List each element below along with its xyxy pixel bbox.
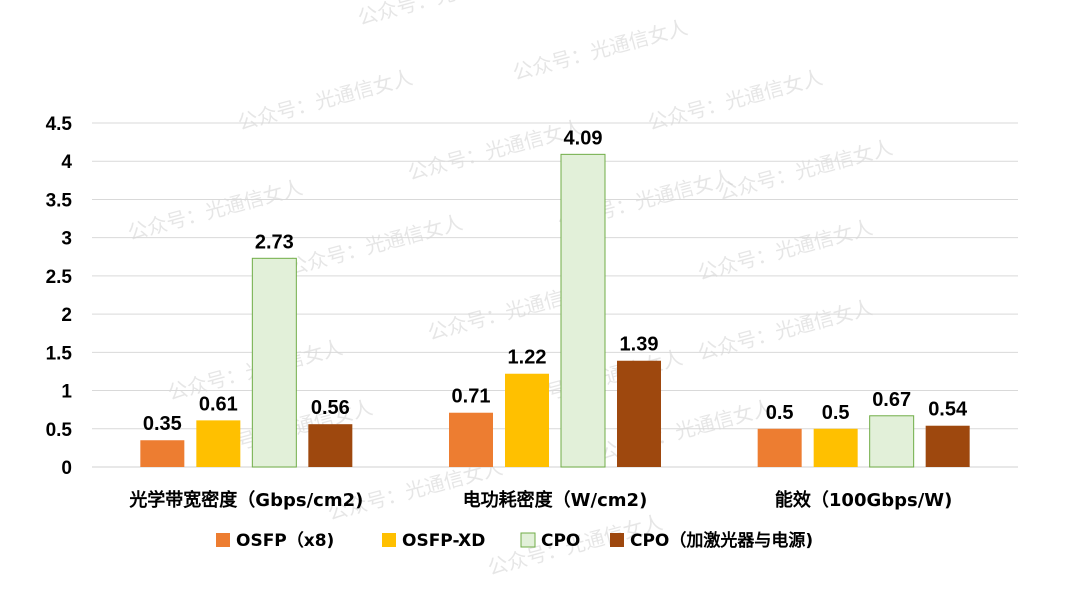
data-label: 0.61 <box>199 393 238 415</box>
y-tick-label: 4 <box>61 152 72 173</box>
y-tick-label: 2 <box>61 305 72 326</box>
legend-label: OSFP（x8) <box>236 530 334 551</box>
data-label: 0.5 <box>766 402 794 424</box>
gridlines <box>92 122 1018 468</box>
legend-label: CPO <box>541 531 580 551</box>
bar-cpo--1 <box>617 360 661 467</box>
watermark-text: 公众号：光通信女人 <box>695 295 875 365</box>
watermark-text: 公众号：光通信女人 <box>510 15 690 85</box>
watermark-text: 公众号：光通信女人 <box>405 115 585 185</box>
y-tick-label: 2.5 <box>46 267 73 288</box>
data-label: 0.67 <box>872 389 911 411</box>
watermark-text: 公众号：光通信女人 <box>235 65 415 135</box>
bars <box>140 153 970 468</box>
y-tick-label: 3.5 <box>46 190 73 211</box>
bar-osfp-xd-0 <box>196 420 241 467</box>
data-label: 1.22 <box>508 347 547 369</box>
bar-cpo--2 <box>925 425 970 467</box>
y-tick-label: 0.5 <box>46 420 73 441</box>
bar-cpo-0 <box>251 257 297 468</box>
bar-osfp-x8--1 <box>449 412 493 467</box>
data-label: 0.35 <box>143 413 182 435</box>
watermark-text: 公众号：光通信女人 <box>285 210 465 280</box>
x-axis: 光学带宽密度（Gbps/cm2) 电功耗密度（W/cm2) 能效（100Gbps/W… <box>128 489 952 511</box>
watermark-text: 公众号：光通信女人 <box>355 0 535 30</box>
legend-swatch <box>382 533 396 547</box>
watermark-text: 公众号：光通信女人 <box>645 65 825 135</box>
bar-cpo--0 <box>308 424 353 467</box>
legend-label: CPO（加激光器与电源) <box>630 530 813 551</box>
bar-cpo-2 <box>869 415 915 468</box>
x-category-label: 光学带宽密度（Gbps/cm2) <box>128 489 363 511</box>
data-label: 4.09 <box>564 127 603 149</box>
bar-osfp-x8--0 <box>140 440 185 467</box>
bar-osfp-xd-2 <box>813 428 858 467</box>
data-label: 0.56 <box>311 397 350 419</box>
data-labels: 0.35 0.61 2.73 0.56 0.71 1.22 4.09 1.39 0.5 0.5 0.… <box>143 127 968 435</box>
data-label: 0.5 <box>822 402 850 424</box>
legend-swatch <box>216 533 230 547</box>
y-tick-label: 3 <box>61 229 72 250</box>
data-label: 0.54 <box>928 399 968 421</box>
bar-cpo-1 <box>560 153 606 468</box>
data-label: 2.73 <box>255 231 294 253</box>
y-tick-label: 0 <box>61 458 72 479</box>
y-tick-label: 1.5 <box>46 343 73 364</box>
data-label: 1.39 <box>620 334 659 356</box>
watermark-text: 公众号：光通信女人 <box>715 135 895 205</box>
watermark-text: 公众号：光通信女人 <box>695 215 875 285</box>
y-tick-label: 1 <box>61 382 72 403</box>
legend-label: OSFP-XD <box>402 531 485 551</box>
bar-osfp-x8--2 <box>757 428 802 467</box>
legend: OSFP（x8) OSFP-XD CPO CPO（加激光器与电源) <box>216 530 813 551</box>
y-tick-label: 4.5 <box>46 114 73 135</box>
legend-swatch <box>610 533 624 547</box>
y-axis: 0 0.5 1 1.5 2 2.5 3 3.5 4 4.5 <box>46 114 73 479</box>
x-category-label: 能效（100Gbps/W) <box>775 489 953 511</box>
bar-osfp-xd-1 <box>505 373 549 467</box>
legend-swatch <box>520 532 536 548</box>
x-category-label: 电功耗密度（W/cm2) <box>463 489 648 511</box>
data-label: 0.71 <box>452 386 491 408</box>
